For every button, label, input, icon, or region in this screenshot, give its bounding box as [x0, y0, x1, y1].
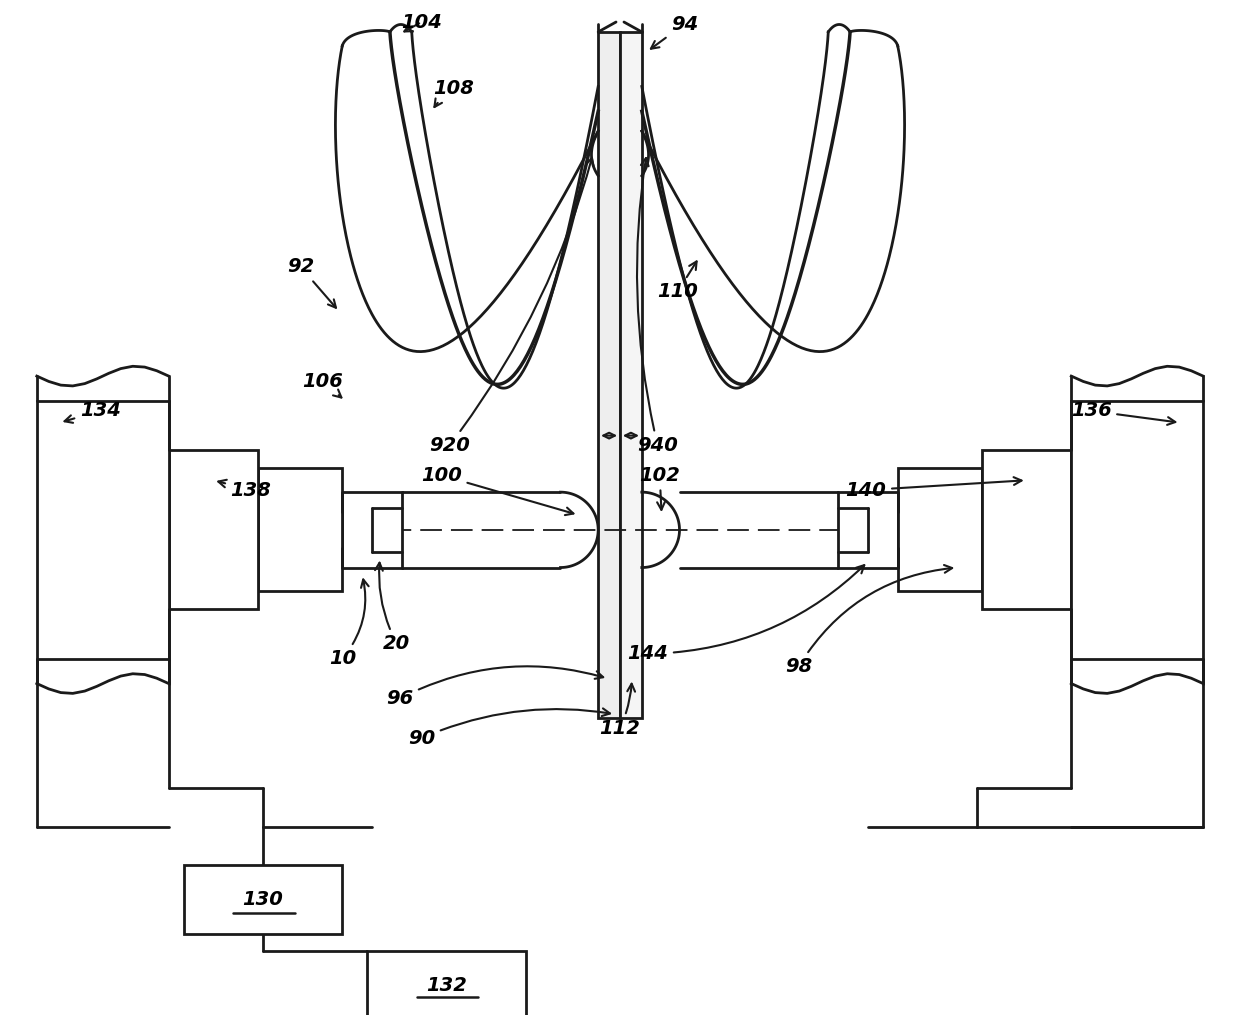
- Bar: [367, 952, 526, 1019]
- Text: 98: 98: [785, 565, 952, 677]
- Bar: [982, 450, 1071, 609]
- Text: 134: 134: [64, 401, 120, 423]
- Bar: [258, 469, 342, 591]
- Text: 108: 108: [433, 78, 474, 107]
- Text: 110: 110: [657, 262, 698, 302]
- Bar: [169, 450, 258, 609]
- Text: 130: 130: [243, 891, 284, 909]
- Bar: [37, 400, 169, 658]
- Text: 96: 96: [386, 666, 603, 708]
- Text: 90: 90: [408, 708, 610, 748]
- Text: 140: 140: [846, 477, 1022, 499]
- Text: 136: 136: [1070, 401, 1176, 425]
- Text: 106: 106: [303, 372, 343, 397]
- Bar: [342, 492, 402, 568]
- Text: 104: 104: [402, 12, 443, 32]
- Bar: [838, 492, 898, 568]
- Text: 20: 20: [374, 562, 410, 653]
- Text: 940: 940: [637, 158, 678, 455]
- Text: 112: 112: [600, 684, 640, 738]
- Text: 138: 138: [218, 480, 272, 499]
- Text: 102: 102: [640, 466, 680, 510]
- Bar: [1071, 400, 1203, 658]
- Text: 92: 92: [286, 258, 336, 308]
- Bar: [184, 865, 342, 934]
- Text: 100: 100: [422, 466, 573, 515]
- Bar: [598, 32, 620, 718]
- Text: 132: 132: [427, 975, 467, 995]
- Text: 144: 144: [627, 566, 864, 663]
- Bar: [898, 469, 982, 591]
- Text: 94: 94: [651, 14, 698, 49]
- Bar: [620, 32, 642, 718]
- Text: 920: 920: [429, 158, 594, 455]
- Text: 10: 10: [329, 580, 368, 668]
